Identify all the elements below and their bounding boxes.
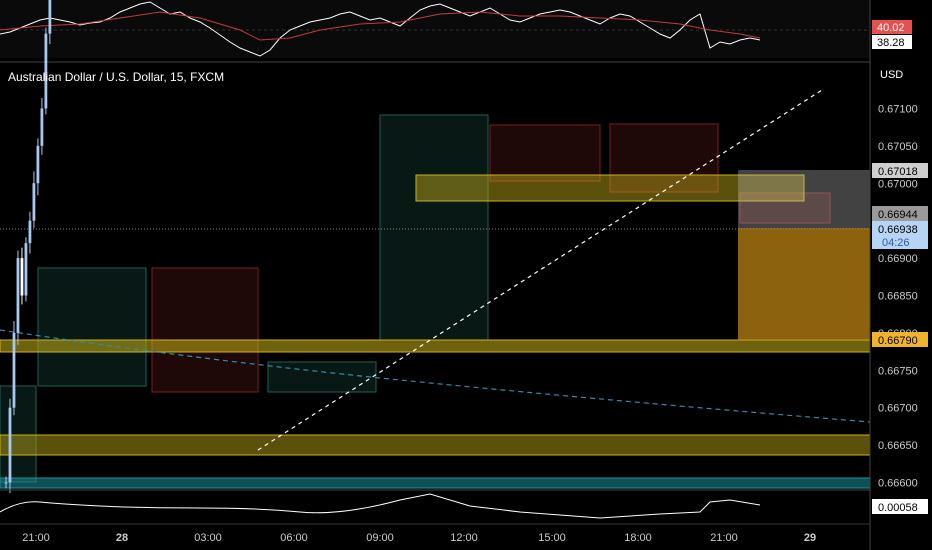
price-tick-label: 0.66700: [878, 403, 918, 415]
rsi-badge-2: [872, 35, 912, 49]
time-tick-label: 28: [116, 532, 128, 544]
position-box-orange: [738, 228, 870, 340]
candle-body: [20, 258, 24, 296]
teal-zone: [0, 477, 871, 489]
candle-body: [24, 243, 28, 296]
price-axis-bg: [870, 0, 932, 550]
box-red-4: [739, 192, 831, 224]
time-tick-label: 12:00: [450, 532, 478, 544]
rsi-badge-1-text: 40.02: [877, 22, 905, 34]
time-tick-label: 21:00: [710, 532, 738, 544]
rsi-ma-line: [0, 11, 761, 41]
time-tick-label: 29: [804, 532, 816, 544]
price-tick-label: 0.66900: [878, 253, 918, 265]
candle-body: [8, 407, 12, 483]
time-tick-label: 06:00: [280, 532, 308, 544]
price-tick-label: 0.66850: [878, 290, 918, 302]
rsi-panel-bg: [0, 0, 870, 58]
candle-body: [12, 332, 16, 408]
lower-panel-badge-text: 0.00058: [878, 502, 918, 514]
box-green-4: [267, 361, 377, 393]
currency-label: USD: [880, 69, 903, 81]
box-red-2: [489, 124, 601, 182]
badge-last: [872, 221, 928, 249]
badge-high-text: 0.67018: [878, 166, 918, 178]
candle-body: [4, 482, 8, 484]
price-tick-label: 0.66600: [878, 478, 918, 490]
candle-body: [16, 258, 20, 333]
price-tick-label: 0.66650: [878, 440, 918, 452]
yellow-zone-1: [415, 174, 805, 202]
candles: [4, 0, 52, 493]
time-tick-label: 18:00: [624, 532, 652, 544]
candle-body: [40, 108, 44, 146]
yellow-zone-2: [0, 339, 871, 353]
price-tick-label: 0.67100: [878, 103, 918, 115]
time-tick-label: 09:00: [366, 532, 394, 544]
dashed-curve: [0, 329, 871, 423]
badge-high: [872, 163, 928, 178]
box-green-1: [37, 267, 147, 387]
badge-zone: [872, 332, 928, 347]
price-tick-label: 0.67050: [878, 141, 918, 153]
badge-mid-text: 0.66944: [878, 209, 918, 221]
box-green-3: [379, 114, 489, 341]
box-red-1: [151, 267, 259, 393]
position-box-grey: [738, 170, 870, 228]
candle-body: [44, 33, 48, 109]
price-axis: USD 0.671000.670500.670000.669500.669000…: [869, 0, 932, 550]
badge-zone-text: 0.66790: [878, 335, 918, 347]
lower-panel-badge: [872, 499, 928, 514]
candle-body: [48, 0, 52, 34]
badge-last-text: 0.66938: [878, 224, 918, 236]
rsi-badge-2-text: 38.28: [877, 37, 905, 49]
yellow-zone-3: [0, 434, 871, 456]
price-labels: 0.671000.670500.670000.669500.669000.668…: [878, 103, 918, 489]
time-tick-label: 15:00: [538, 532, 566, 544]
rsi-line: [0, 1, 761, 57]
price-tick-label: 0.67000: [878, 178, 918, 190]
rsi-panel: [0, 0, 870, 58]
price-tick-label: 0.66750: [878, 365, 918, 377]
candle-body: [36, 145, 40, 184]
candle-body: [32, 183, 36, 221]
zones: [0, 114, 871, 489]
lower-indicator-line: [0, 493, 761, 519]
countdown-text: 04:26: [882, 237, 910, 249]
rsi-badge-1: [872, 20, 912, 34]
badge-mid: [872, 206, 928, 221]
time-tick-label: 03:00: [194, 532, 222, 544]
time-tick-label: 21:00: [22, 532, 50, 544]
candle-body: [28, 220, 32, 244]
chart-title: Australian Dollar / U.S. Dollar, 15, FXC…: [8, 70, 224, 84]
time-labels: 21:00 28 03:00 06:00 09:00 12:00 15:00 18:00 21:…: [22, 532, 816, 544]
box-green-2: [0, 385, 37, 483]
box-red-3: [609, 123, 719, 193]
